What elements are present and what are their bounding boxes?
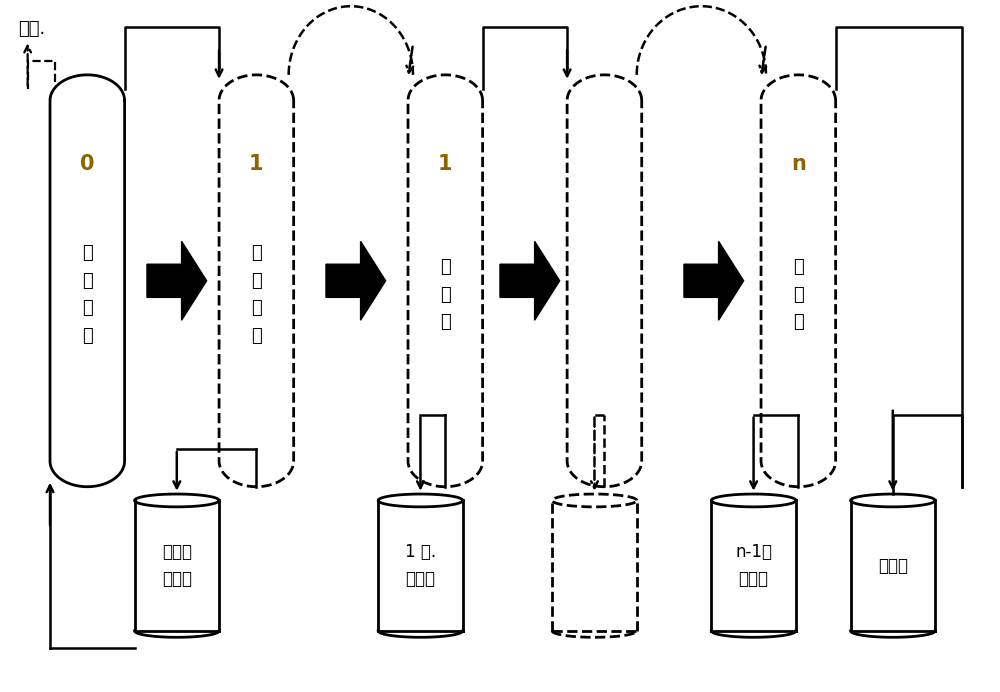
Text: 次
饱
和
塔: 次 饱 和 塔 [251,244,262,345]
Text: 1 次.
贫淋洗: 1 次. 贫淋洗 [405,543,436,588]
Text: n: n [791,154,806,174]
Text: 淋洗合
格液储: 淋洗合 格液储 [162,543,192,588]
Text: n-1次
贫淋洗: n-1次 贫淋洗 [735,543,772,588]
Text: 次
饱
和
塔: 次 饱 和 塔 [82,244,93,345]
Polygon shape [500,242,560,320]
Polygon shape [684,242,744,320]
Text: 1: 1 [249,154,264,174]
Text: 次
贫
塔: 次 贫 塔 [440,257,451,331]
Polygon shape [147,242,207,320]
Polygon shape [326,242,386,320]
Text: 1: 1 [438,154,453,174]
Text: 0: 0 [80,154,95,174]
Text: 次
贫
塔: 次 贫 塔 [793,257,804,331]
Text: 排空.: 排空. [18,20,45,38]
Text: 淋洗剂: 淋洗剂 [878,556,908,574]
